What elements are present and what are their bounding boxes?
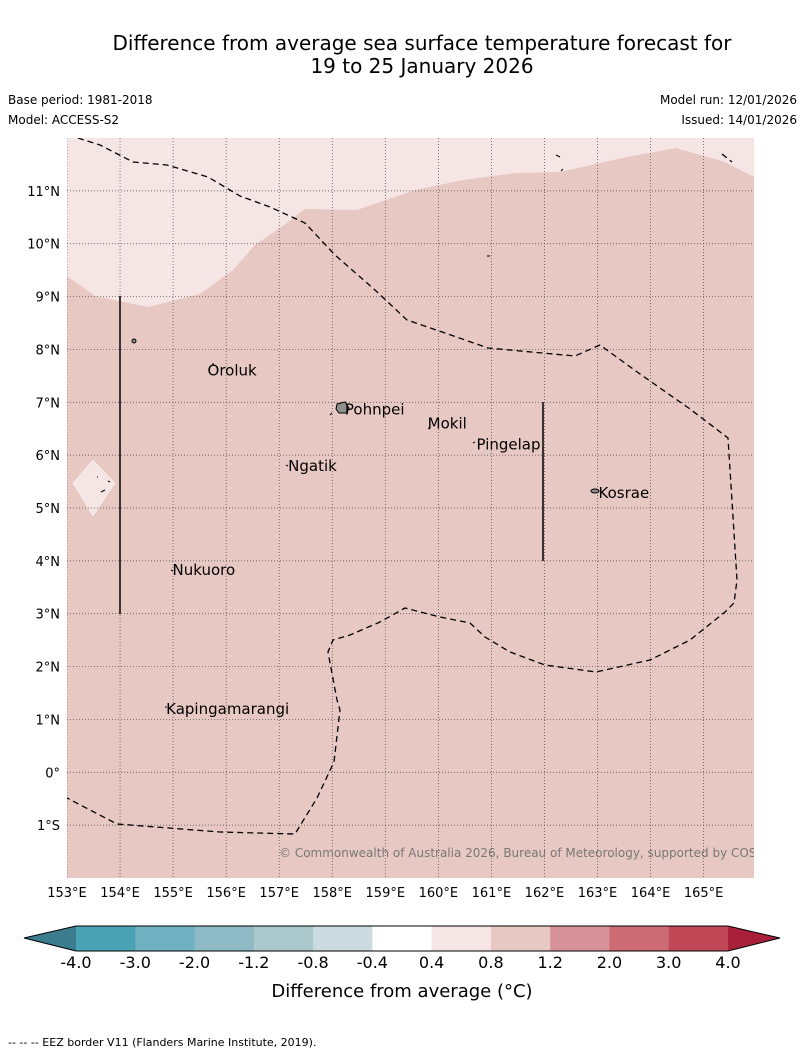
chart-title: Difference from average sea surface temp… <box>0 32 804 78</box>
colorbar-tick-label: -2.0 <box>179 953 210 972</box>
colorbar-tick-label: -0.8 <box>297 953 328 972</box>
colorbar-over-arrow <box>728 926 780 951</box>
longitude-tick-label: 165°E <box>684 886 724 901</box>
title-line-1: Difference from average sea surface temp… <box>112 31 732 55</box>
colorbar-cell <box>313 926 373 951</box>
longitude-tick-labels: 153°E 154°E 155°E 156°E 157°E 158°E 159°E 160°E… <box>47 886 723 901</box>
atoll-island <box>131 338 137 344</box>
colorbar-cell <box>609 926 670 951</box>
longitude-tick-label: 161°E <box>472 886 512 901</box>
model-run: Model run: 12/01/2026 <box>659 93 797 107</box>
colorbar-cell <box>253 926 314 951</box>
latitude-tick-label: 0° <box>45 766 60 781</box>
place-label-mokil: Mokil <box>428 414 467 432</box>
colorbar-tick-label: 4.0 <box>715 953 740 972</box>
longitude-tick-label: 155°E <box>153 886 193 901</box>
place-label-kosrae: Kosrae <box>599 484 650 502</box>
colorbar-outline <box>23 925 781 952</box>
colorbar-cell <box>194 926 255 951</box>
graticule <box>67 138 754 878</box>
colorbar-tick-label: 2.0 <box>597 953 622 972</box>
colorbar-cell <box>550 926 610 951</box>
longitude-tick-label: 163°E <box>578 886 618 901</box>
latitude-tick-label: 1°N <box>36 713 61 728</box>
latitude-tick-label: 7°N <box>36 396 61 411</box>
longitude-tick-label: 157°E <box>259 886 299 901</box>
anomaly-field-0.4-0.8-north <box>67 138 754 307</box>
colorbar-cell <box>372 926 432 951</box>
longitude-tick-label: 159°E <box>366 886 406 901</box>
longitude-tick-label: 156°E <box>206 886 246 901</box>
colorbar-under-arrow <box>24 926 76 951</box>
place-label-nukuoro: Nukuoro <box>173 561 236 579</box>
place-labels: Oroluk Pohnpei Mokil Pingelap Ngatik Kosrae Nu… <box>166 362 649 718</box>
longitude-tick-label: 160°E <box>419 886 459 901</box>
colorbar: -4.0 -3.0 -2.0 -1.2 -0.8 -0.4 0.4 0.8 1.2 2.0 3.0 4… <box>23 925 781 1002</box>
latitude-tick-labels: 11°N 10°N 9°N 8°N 7°N 6°N 5°N 4°N 3°N 2°N 1°N 0° 1°S <box>27 185 60 834</box>
longitude-tick-label: 158°E <box>312 886 352 901</box>
place-label-oroluk: Oroluk <box>208 362 257 380</box>
colorbar-tick-labels: -4.0 -3.0 -2.0 -1.2 -0.8 -0.4 0.4 0.8 1.2 2.0 3.0 4… <box>60 953 740 972</box>
colorbar-cell <box>135 926 195 951</box>
longitude-tick-label: 162°E <box>525 886 565 901</box>
colorbar-cell <box>76 926 136 951</box>
place-label-pingelap: Pingelap <box>476 436 540 454</box>
place-label-pohnpei: Pohnpei <box>345 401 405 419</box>
longitude-tick-label: 154°E <box>100 886 140 901</box>
longitude-tick-label: 164°E <box>631 886 671 901</box>
colorbar-tick-label: -0.4 <box>357 953 388 972</box>
colorbar-cell <box>668 926 729 951</box>
issued-date: Issued: 14/01/2026 <box>681 113 797 127</box>
colorbar-tick-label: 0.8 <box>478 953 503 972</box>
colorbar-tick-label: 1.2 <box>537 953 562 972</box>
latitude-tick-label: 11°N <box>27 185 60 200</box>
pohnpei-island <box>335 401 350 414</box>
colorbar-cell <box>490 926 551 951</box>
map-area: Oroluk Pohnpei Mokil Pingelap Ngatik Kosrae Nu… <box>67 138 784 878</box>
colorbar-title: Difference from average (°C) <box>271 981 532 1002</box>
eez-border-note: -- -- -- EEZ border V11 (Flanders Marine… <box>8 1036 317 1049</box>
place-label-kapingamarangi: Kapingamarangi <box>166 700 289 718</box>
latitude-tick-label: 8°N <box>36 343 61 358</box>
colorbar-tick-label: -4.0 <box>60 953 91 972</box>
small-islets <box>97 154 564 708</box>
colorbar-tick-label: 0.4 <box>419 953 444 972</box>
latitude-tick-label: 4°N <box>36 555 61 570</box>
model-name: Model: ACCESS-S2 <box>8 113 120 127</box>
base-period: Base period: 1981-2018 <box>8 93 153 107</box>
colorbar-tick-label: -1.2 <box>238 953 269 972</box>
latitude-tick-label: 5°N <box>36 502 61 517</box>
kosrae-island <box>590 488 600 494</box>
anomaly-field-0.4-0.8-patch <box>72 459 116 517</box>
copyright-notice: © Commonwealth of Australia 2026, Bureau… <box>279 846 784 860</box>
colorbar-cell <box>431 926 492 951</box>
colorbar-tick-label: 3.0 <box>656 953 681 972</box>
latitude-tick-label: 1°S <box>37 819 60 834</box>
latitude-tick-label: 6°N <box>36 449 61 464</box>
latitude-tick-label: 2°N <box>36 661 61 676</box>
place-label-ngatik: Ngatik <box>288 457 337 475</box>
colorbar-cells <box>76 926 729 951</box>
colorbar-tick-label: -3.0 <box>120 953 151 972</box>
eez-border-north-tip <box>721 153 733 163</box>
title-line-2: 19 to 25 January 2026 <box>310 54 534 78</box>
longitude-tick-label: 153°E <box>47 886 87 901</box>
latitude-tick-label: 9°N <box>36 291 61 306</box>
eez-border <box>67 138 738 835</box>
latitude-tick-label: 10°N <box>27 238 60 253</box>
latitude-tick-label: 3°N <box>36 608 61 623</box>
